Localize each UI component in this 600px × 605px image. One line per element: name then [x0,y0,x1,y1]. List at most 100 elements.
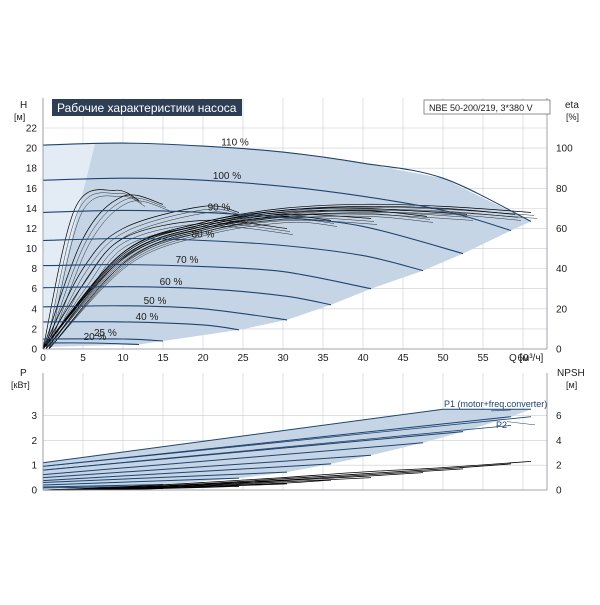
efficiency-strand [45,192,143,350]
p1-curve-3 [42,442,424,476]
flow-tick-label: 45 [397,353,409,364]
head-curve-4 [42,264,372,290]
legend-leader-p1 [490,409,512,412]
head-curve-2 [42,209,464,255]
efficiency-strand [45,208,243,350]
efficiency-curve-5 [42,215,332,350]
eta-tick-label: 100 [556,144,573,155]
flow-tick-label: 40 [357,353,369,364]
head-curve-3 [42,237,424,272]
head-tick-label: 6 [31,284,37,295]
head-curve-8 [42,338,164,342]
efficiency-strand [45,210,471,350]
power-tick-label: 3 [31,411,37,422]
curve-label-1: 100 % [213,171,241,182]
head-tick-label: 12 [26,224,38,235]
efficiency-strand [48,213,474,350]
npsh-tick-label: 2 [556,461,562,472]
curve-label-7: 40 % [136,312,159,323]
flow-tick-label: 35 [317,353,329,364]
efficiency-curve-7 [42,205,240,350]
curve-label-5: 60 % [160,277,183,288]
head-curve-1 [42,177,512,232]
flow-tick-label: 5 [80,353,86,364]
power-axis-unit: [кВт] [11,380,30,390]
power-tick-label: 0 [31,486,37,497]
flow-tick-label: 50 [437,353,449,364]
curve-label-0: 110 % [221,137,249,148]
low-flow-region [43,143,95,347]
curve-label-3: 80 % [192,230,215,241]
head-tick-label: 0 [31,345,37,356]
eta-tick-label: 80 [556,184,568,195]
model-box [423,99,551,115]
head-tick-label: 8 [31,264,37,275]
curve-label-8: 25 % [94,328,117,339]
head-tick-label: 16 [26,184,38,195]
efficiency-strand [48,226,294,350]
head-tick-label: 22 [26,124,38,135]
efficiency-curve-3 [42,209,428,350]
power-axis-letter: P [20,368,27,379]
efficiency-strand [45,197,167,350]
head-curve-0 [42,142,532,222]
head-tick-label: 10 [26,244,38,255]
flow-tick-label: 20 [197,353,209,364]
efficiency-curve-6 [42,219,288,350]
eta-axis-unit: [%] [566,112,579,122]
operating-range-area [44,143,531,347]
power-tick-label: 2 [31,436,37,447]
head-axis-unit: [м] [14,112,25,122]
head-curve-labels: 110 % 100 % 90 % 80 % 70 % 60 % 50 % 40 % 25 %20… [84,137,249,343]
head-tick-label: 14 [26,204,38,215]
p1-curve-5 [42,463,332,482]
p2-curve-1 [42,425,512,471]
flow-tick-label: 30 [277,353,289,364]
head-tick-label: 2 [31,324,37,335]
eta-axis-letter: eta [565,100,579,111]
head-tick-label: 18 [26,164,38,175]
flow-tick-label: 55 [477,353,489,364]
efficiency-strand [48,221,338,350]
p1-curve-7 [42,477,240,486]
curve-label-2: 90 % [208,202,231,213]
npsh-tick-label: 0 [556,486,562,497]
head-axis-letter: H [20,100,27,111]
efficiency-curve-8 [42,194,164,350]
p2-curve-0 [42,416,532,467]
efficiency-curve-2 [42,207,468,350]
curve-label-4: 70 % [176,255,199,266]
legend-leader-p2 [506,421,536,426]
efficiency-strand [48,200,170,350]
npsh-curve-0 [42,461,532,491]
chart-title: Рабочие характеристики насоса [57,101,237,115]
p1-curve-8 [42,484,164,488]
head-curve-6 [42,305,288,321]
bottom-panel-axes: 0 1 2 3 0 2 4 6 [31,373,562,497]
npsh-tick-label: 6 [556,411,562,422]
head-curve-7 [42,321,240,331]
eta-tick-label: 0 [556,345,562,356]
npsh-tick-label: 4 [556,436,562,447]
eta-tick-label: 60 [556,224,568,235]
head-curve-9 [42,342,140,346]
p1-curves [42,408,536,489]
power-tick-label: 1 [31,461,37,472]
head-tick-label: 4 [31,304,37,315]
efficiency-strand [45,212,431,350]
p1-curve-4 [42,454,372,479]
legend-p1: P1 (motor+freq.converter) [444,399,547,409]
eta-tick-label: 40 [556,264,568,275]
p1-curve-0 [42,408,531,464]
flow-tick-label: 25 [237,353,249,364]
flow-tick-label: 0 [40,353,46,364]
efficiency-strand [45,223,291,350]
npsh-axis-letter: NPSH [557,368,585,379]
legend-p2: P2 [496,420,507,430]
head-tick-label: 20 [26,144,38,155]
efficiency-curve-4 [42,213,372,350]
efficiency-strand [45,218,335,350]
flow-tick-label: 10 [117,353,129,364]
